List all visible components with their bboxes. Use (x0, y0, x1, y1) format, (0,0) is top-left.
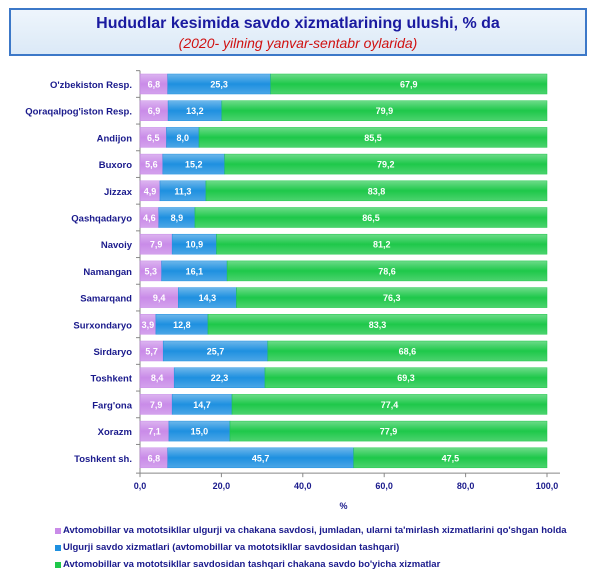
bar-segment (231, 394, 548, 415)
category-label: Sirdaryo (93, 347, 132, 358)
legend-swatch (55, 561, 61, 568)
data-label: 7,9 (150, 240, 163, 250)
data-label: 83,8 (368, 186, 386, 196)
data-label: 15,2 (185, 160, 203, 170)
x-tick-label: 0,0 (134, 481, 147, 491)
x-tick-label: 80,0 (457, 481, 475, 491)
bar-segment (264, 367, 548, 388)
data-label: 79,2 (377, 160, 395, 170)
data-label: 7,9 (150, 400, 163, 410)
legend-item: Ulgurji savdo xizmatlari (avtomobillar v… (55, 539, 567, 556)
data-label: 78,6 (378, 266, 396, 276)
data-label: 85,5 (364, 133, 382, 143)
data-label: 6,5 (147, 133, 160, 143)
bar-segment (236, 287, 548, 308)
category-label: Toshkent sh. (74, 454, 132, 465)
data-label: 69,3 (397, 373, 415, 383)
data-label: 8,9 (171, 213, 184, 223)
legend-label: Avtomobillar va mototsikllar savdosidan … (63, 559, 441, 570)
category-label: Surxondaryo (73, 320, 132, 331)
category-label: Buxoro (99, 160, 132, 171)
data-label: 13,2 (186, 106, 204, 116)
category-label: Navoiy (101, 240, 133, 251)
bar-segment (226, 260, 548, 282)
legend: Avtomobillar va mototsikllar ulgurji va … (55, 522, 567, 573)
bar-segment (205, 180, 548, 202)
x-tick-label: 100,0 (536, 481, 559, 491)
bar-segment (267, 340, 548, 362)
data-label: 5,7 (145, 347, 158, 357)
legend-label: Ulgurji savdo xizmatlari (avtomobillar v… (63, 542, 400, 553)
category-label: Andijon (97, 133, 133, 144)
bar-segment (216, 233, 548, 255)
data-label: 9,4 (153, 293, 166, 303)
data-label: 45,7 (252, 453, 270, 463)
category-label: Toshkent (90, 374, 132, 385)
x-axis-label: % (339, 501, 347, 511)
data-label: 6,8 (148, 453, 161, 463)
data-label: 22,3 (211, 373, 229, 383)
data-label: 25,7 (207, 347, 225, 357)
data-label: 77,4 (381, 400, 399, 410)
data-label: 86,5 (362, 213, 380, 223)
data-label: 16,1 (186, 266, 204, 276)
category-label: Samarqand (80, 294, 132, 305)
data-label: 14,7 (193, 400, 211, 410)
data-label: 47,5 (442, 453, 460, 463)
data-label: 5,6 (145, 160, 158, 170)
x-tick-label: 20,0 (213, 481, 231, 491)
data-label: 4,9 (144, 186, 157, 196)
legend-item: Avtomobillar va mototsikllar ulgurji va … (55, 522, 567, 539)
bar-segment (224, 153, 548, 175)
category-label: Xorazm (98, 427, 132, 438)
bar-segment (229, 420, 548, 442)
bar-segment (198, 127, 548, 148)
title-box: Hududlar kesimida savdo xizmatlarining u… (9, 8, 587, 56)
data-label: 25,3 (210, 80, 228, 90)
data-label: 79,9 (376, 106, 394, 116)
data-label: 6,9 (148, 106, 161, 116)
data-label: 83,3 (369, 320, 387, 330)
data-label: 67,9 (400, 80, 418, 90)
legend-swatch (55, 527, 61, 534)
data-label: 68,6 (399, 347, 417, 357)
legend-swatch (55, 544, 61, 551)
data-label: 3,9 (142, 320, 155, 330)
x-tick-label: 60,0 (375, 481, 393, 491)
category-label: Namangan (83, 267, 132, 278)
data-label: 12,8 (173, 320, 191, 330)
chart-subtitle: (2020- yilning yanvar-sentabr oylarida) (178, 35, 418, 51)
legend-item: Avtomobillar va mototsikllar savdosidan … (55, 556, 567, 573)
legend-label: Avtomobillar va mototsikllar ulgurji va … (63, 525, 567, 536)
category-label: Farg'ona (92, 400, 132, 411)
data-label: 8,4 (151, 373, 164, 383)
data-label: 76,3 (383, 293, 401, 303)
chart-title: Hududlar kesimida savdo xizmatlarining u… (96, 15, 500, 32)
bar-segment (353, 447, 548, 469)
category-label: Qashqadaryo (71, 214, 132, 225)
data-label: 6,8 (148, 80, 161, 90)
data-label: 77,9 (380, 427, 398, 437)
data-label: 81,2 (373, 240, 391, 250)
data-label: 4,6 (143, 213, 156, 223)
category-label: O'zbekiston Resp. (50, 80, 132, 91)
category-label: Jizzax (104, 187, 133, 198)
data-label: 14,3 (199, 293, 217, 303)
data-label: 7,1 (148, 427, 161, 437)
category-label: Qoraqalpog'iston Resp. (25, 107, 132, 118)
bar-segment (207, 314, 548, 335)
x-tick-label: 40,0 (294, 481, 312, 491)
data-label: 5,3 (145, 266, 158, 276)
data-label: 10,9 (186, 240, 204, 250)
bar-segment (270, 73, 548, 95)
data-label: 15,0 (191, 427, 209, 437)
data-label: 11,3 (174, 186, 191, 196)
data-label: 8,0 (176, 133, 189, 143)
bar-segment (221, 100, 548, 121)
bar-segment (194, 207, 548, 228)
